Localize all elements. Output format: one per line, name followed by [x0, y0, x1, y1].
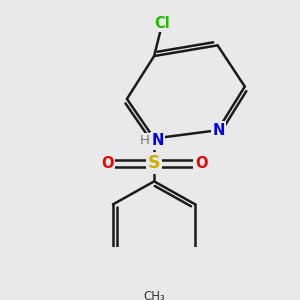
Text: O: O — [195, 156, 207, 171]
Text: O: O — [101, 156, 113, 171]
Text: N: N — [151, 134, 164, 148]
Text: N: N — [212, 123, 225, 138]
Text: H: H — [140, 134, 150, 148]
Text: CH₃: CH₃ — [143, 290, 165, 300]
Text: Cl: Cl — [154, 16, 170, 31]
Text: S: S — [148, 154, 161, 172]
